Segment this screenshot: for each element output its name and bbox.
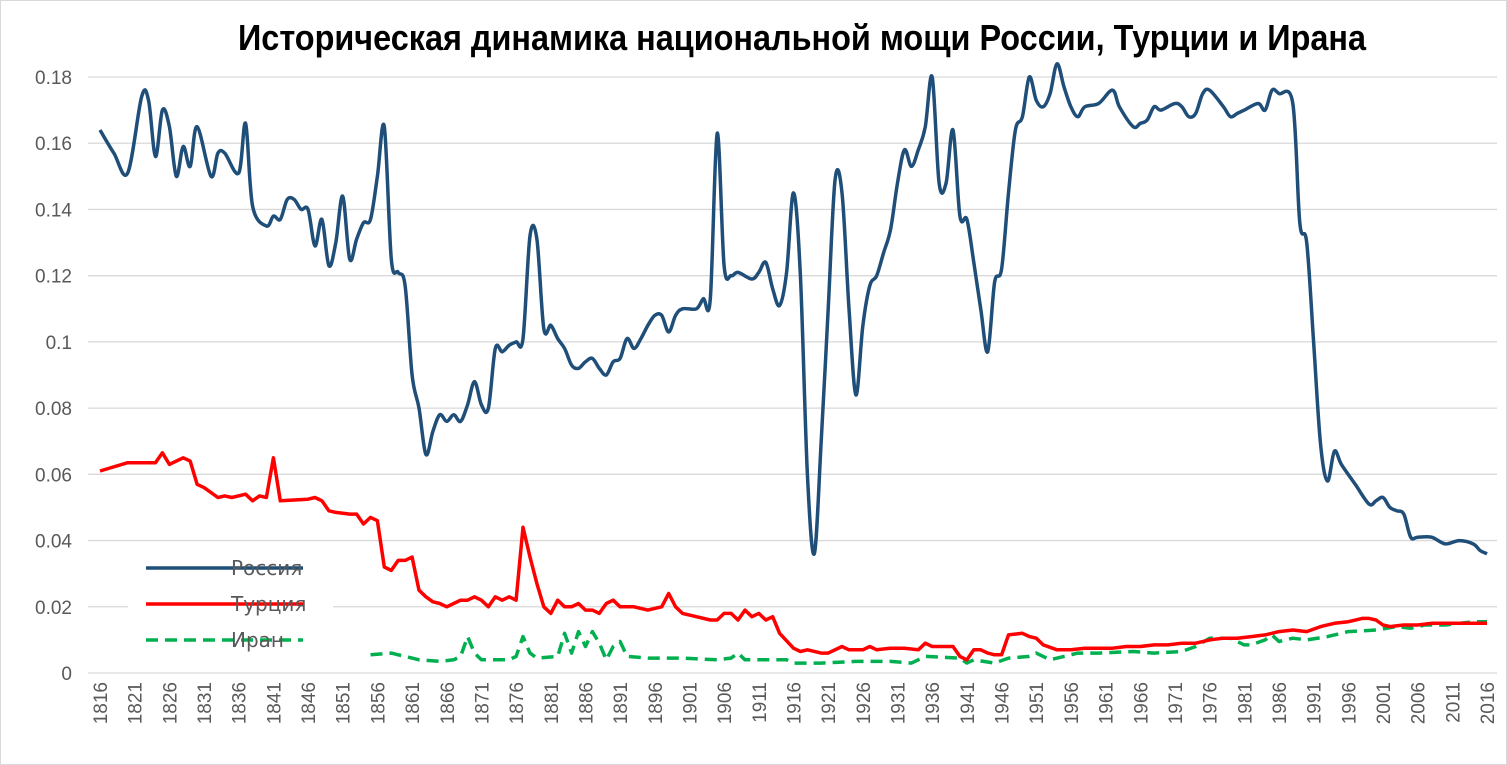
legend-label: Россия xyxy=(231,556,302,580)
x-tick-label: 1821 xyxy=(126,682,147,724)
x-tick-label: 1876 xyxy=(507,682,528,724)
x-tick-label: 1886 xyxy=(576,682,597,724)
y-tick-label: 0.12 xyxy=(35,267,72,288)
x-tick-label: 1996 xyxy=(1339,682,1360,724)
x-tick-label: 1816 xyxy=(91,682,112,724)
x-tick-label: 1871 xyxy=(472,682,493,724)
x-axis-ticks: 1816 1821 1826 1831 1836 1841 1846 1851 1856 1861… xyxy=(91,682,1499,724)
x-tick-label: 2006 xyxy=(1409,682,1430,724)
x-tick-label: 1981 xyxy=(1235,682,1256,724)
y-tick-label: 0.06 xyxy=(35,465,72,486)
x-tick-label: 2001 xyxy=(1374,682,1395,724)
x-tick-label: 1991 xyxy=(1305,682,1326,724)
x-tick-label: 1906 xyxy=(715,682,736,724)
series-line-0 xyxy=(98,62,1488,556)
x-tick-label: 1946 xyxy=(993,682,1014,724)
x-tick-label: 2011 xyxy=(1443,682,1464,723)
x-tick-label: 1926 xyxy=(854,682,875,724)
series-lines xyxy=(98,62,1488,665)
x-tick-label: 1836 xyxy=(230,682,251,724)
x-tick-label: 1961 xyxy=(1097,682,1118,724)
x-tick-label: 1856 xyxy=(368,682,389,724)
x-tick-label: 1891 xyxy=(611,682,632,724)
legend-label: Иран xyxy=(231,628,284,652)
y-axis-ticks: 0 0.02 0.04 0.06 0.08 0.1 0.12 0.14 0.16 0.18 xyxy=(35,68,72,685)
x-tick-label: 2016 xyxy=(1478,682,1499,724)
x-tick-label: 1966 xyxy=(1131,682,1152,724)
y-tick-label: 0.02 xyxy=(35,598,72,619)
x-tick-label: 1841 xyxy=(264,682,285,724)
x-tick-label: 1921 xyxy=(819,682,840,724)
y-tick-label: 0 xyxy=(61,664,72,685)
x-tick-label: 1881 xyxy=(542,682,563,724)
x-tick-label: 1936 xyxy=(923,682,944,724)
x-tick-label: 1971 xyxy=(1166,682,1187,724)
x-tick-label: 1896 xyxy=(646,682,667,724)
x-tick-label: 1911 xyxy=(750,682,771,723)
y-tick-label: 0.08 xyxy=(35,399,72,420)
x-tick-label: 1976 xyxy=(1201,682,1222,724)
x-tick-label: 1851 xyxy=(334,682,355,724)
x-tick-label: 1951 xyxy=(1027,682,1048,724)
y-tick-label: 0.04 xyxy=(35,532,72,553)
x-tick-label: 1941 xyxy=(958,682,979,724)
chart-title: Историческая динамика национальной мощи … xyxy=(238,17,1367,58)
legend-label: Турция xyxy=(230,592,306,616)
y-tick-label: 0.16 xyxy=(35,134,72,155)
x-tick-label: 1866 xyxy=(438,682,459,724)
legend: Россия Турция Иран xyxy=(128,550,333,656)
gridlines xyxy=(88,76,1497,674)
x-tick-label: 1846 xyxy=(299,682,320,724)
y-tick-label: 0.14 xyxy=(35,200,72,221)
x-tick-label: 1916 xyxy=(785,682,806,724)
x-tick-label: 1956 xyxy=(1062,682,1083,724)
x-tick-label: 1901 xyxy=(680,682,701,724)
x-tick-label: 1931 xyxy=(889,682,910,724)
y-tick-label: 0.1 xyxy=(46,333,72,354)
x-tick-label: 1826 xyxy=(160,682,181,724)
x-tick-label: 1861 xyxy=(403,682,424,724)
series-line-2 xyxy=(370,619,1487,665)
x-tick-label: 1986 xyxy=(1270,682,1291,724)
y-tick-label: 0.18 xyxy=(35,68,72,89)
series-line-1 xyxy=(99,451,1487,662)
x-tick-label: 1831 xyxy=(195,682,216,724)
